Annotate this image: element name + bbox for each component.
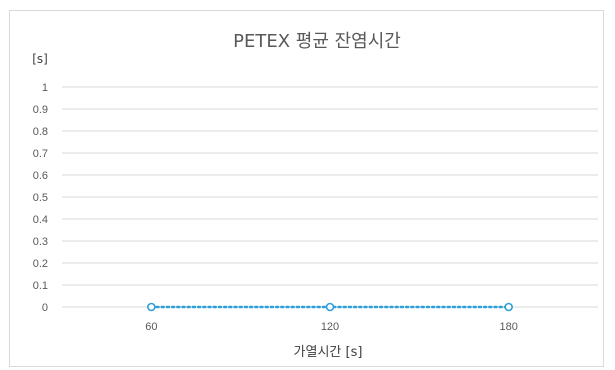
y-tick-label: 0.3 — [33, 236, 48, 248]
y-tick-label: 1 — [42, 82, 48, 94]
x-axis-label: 가열시간 [s] — [294, 345, 363, 360]
grid-layer — [62, 86, 598, 308]
data-point-marker — [147, 302, 156, 312]
y-tick-labels: 0 0.1 0.2 0.3 0.4 0.5 0.6 0.7 0.8 0.9 1 — [33, 82, 48, 314]
y-axis-unit-label: [s] — [32, 52, 48, 66]
y-tick-label: 0.9 — [33, 104, 48, 116]
y-tick-label: 0.6 — [33, 170, 48, 182]
data-point-marker — [325, 302, 335, 312]
data-point-marker — [504, 302, 513, 312]
y-tick-label: 0.5 — [33, 192, 48, 204]
series-layer — [147, 302, 513, 312]
y-tick-label: 0.4 — [33, 214, 48, 226]
x-tick-label: 60 — [145, 321, 157, 333]
x-tick-label: 120 — [321, 321, 339, 333]
chart-title: PETEX 평균 잔염시간 — [233, 31, 401, 52]
x-tick-label: 180 — [499, 321, 517, 333]
y-tick-label: 0.1 — [33, 280, 48, 292]
y-tick-label: 0.7 — [33, 148, 48, 160]
x-tick-labels: 60 120 180 — [145, 321, 518, 333]
y-tick-label: 0 — [42, 302, 48, 314]
y-tick-label: 0.8 — [33, 126, 48, 138]
y-tick-label: 0.2 — [33, 258, 48, 270]
